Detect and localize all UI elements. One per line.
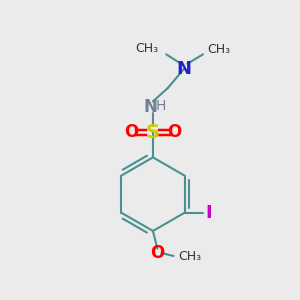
Text: I: I bbox=[206, 204, 212, 222]
Text: S: S bbox=[146, 123, 160, 142]
Text: H: H bbox=[156, 99, 166, 113]
Text: CH₃: CH₃ bbox=[136, 42, 159, 55]
Text: O: O bbox=[150, 244, 164, 262]
Text: N: N bbox=[176, 60, 191, 78]
Text: N: N bbox=[144, 98, 158, 116]
Text: O: O bbox=[124, 123, 139, 141]
Text: CH₃: CH₃ bbox=[178, 250, 201, 262]
Text: CH₃: CH₃ bbox=[207, 43, 230, 56]
Text: O: O bbox=[167, 123, 181, 141]
